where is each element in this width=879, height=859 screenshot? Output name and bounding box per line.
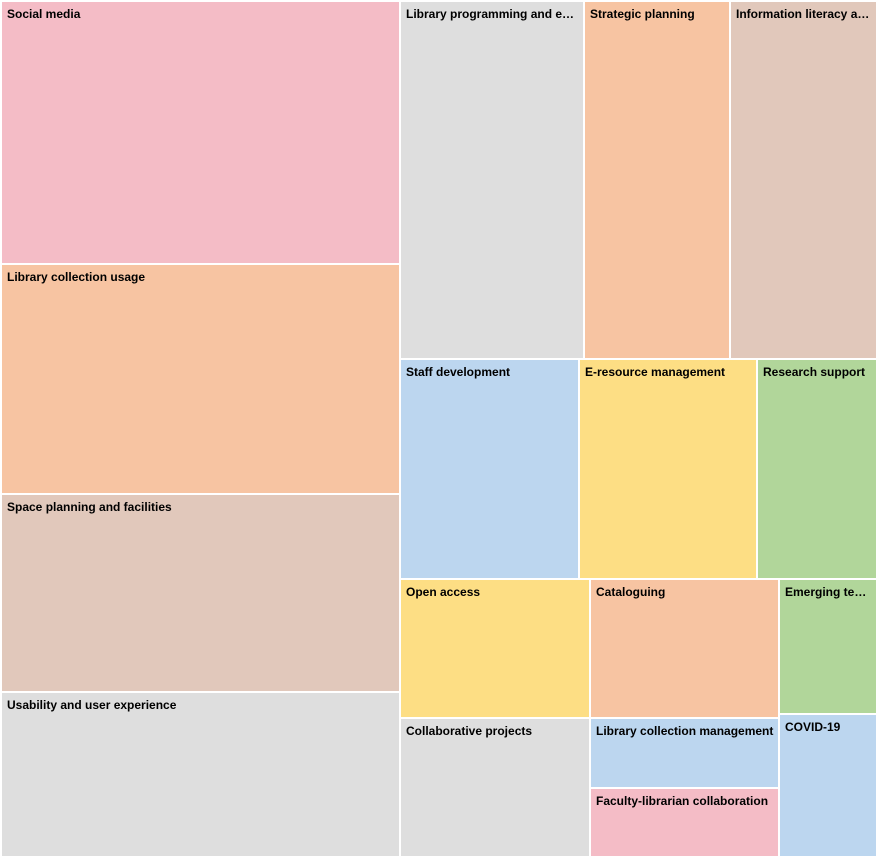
treemap-tile-label: Faculty-librarian collaboration xyxy=(596,794,769,808)
treemap-tile-social-media[interactable]: Social media xyxy=(2,2,399,263)
treemap-tile-label: COVID-19 xyxy=(785,720,841,734)
treemap-tile-faculty-librarian-collaboration[interactable]: Faculty-librarian collaboration xyxy=(591,789,778,856)
treemap-tile-e-resource-management[interactable]: E-resource management xyxy=(580,360,756,578)
treemap-tile-covid-19[interactable]: COVID-19 xyxy=(780,715,876,856)
treemap-tile-space-planning-and-facilities[interactable]: Space planning and facilities xyxy=(2,495,399,691)
treemap-tile-library-collection-management[interactable]: Library collection management xyxy=(591,719,778,787)
treemap-tile-usability-and-user-experience[interactable]: Usability and user experience xyxy=(2,693,399,856)
treemap-tile-open-access[interactable]: Open access xyxy=(401,580,589,717)
treemap-tile-library-collection-usage[interactable]: Library collection usage xyxy=(2,265,399,493)
treemap-tile-label: Library programming and events xyxy=(406,7,579,21)
treemap-tile-emerging-technologies[interactable]: Emerging technologies xyxy=(780,580,876,713)
treemap-tile-information-literacy-and-instruction[interactable]: Information literacy and instruction xyxy=(731,2,876,358)
treemap-tile-library-programming-and-events[interactable]: Library programming and events xyxy=(401,2,583,358)
treemap-tile-label: Open access xyxy=(406,585,481,599)
treemap-tile-label: E-resource management xyxy=(585,365,726,379)
treemap-tile-research-support[interactable]: Research support xyxy=(758,360,876,578)
treemap-tile-cataloguing[interactable]: Cataloguing xyxy=(591,580,778,717)
treemap-tile-label: Information literacy and instruction xyxy=(736,7,872,21)
treemap-tile-label: Collaborative projects xyxy=(406,724,533,738)
treemap-tile-collaborative-projects[interactable]: Collaborative projects xyxy=(401,719,589,856)
treemap-tile-label: Cataloguing xyxy=(596,585,666,599)
treemap-tile-staff-development[interactable]: Staff development xyxy=(401,360,578,578)
treemap-tile-strategic-planning[interactable]: Strategic planning xyxy=(585,2,729,358)
treemap-tile-label: Space planning and facilities xyxy=(7,500,172,514)
treemap-tile-label: Library collection management xyxy=(596,724,774,738)
treemap-tile-label: Social media xyxy=(7,7,81,21)
treemap-tile-label: Usability and user experience xyxy=(7,698,177,712)
treemap-tile-label: Staff development xyxy=(406,365,511,379)
treemap-tile-label: Research support xyxy=(763,365,866,379)
treemap-tile-label: Emerging technologies xyxy=(785,585,872,599)
treemap-tile-label: Library collection usage xyxy=(7,270,146,284)
treemap-tile-label: Strategic planning xyxy=(590,7,695,21)
